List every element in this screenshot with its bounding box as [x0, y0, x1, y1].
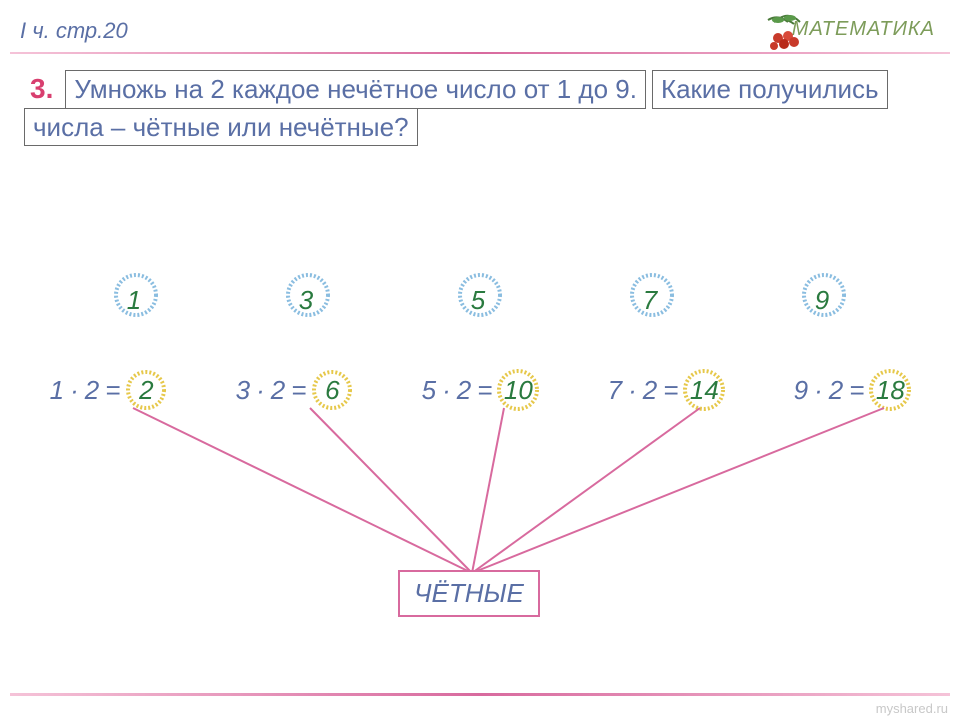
eq-operand-b: 2	[643, 375, 657, 406]
equation: 3 · 2 = 6	[236, 370, 353, 410]
subject-label: МАТЕМАТИКА	[792, 18, 935, 41]
eq-result: 14	[684, 370, 724, 410]
multiply-icon: ·	[628, 375, 637, 406]
odd-number-label: 7	[627, 277, 673, 323]
task-text-2: Какие получились	[652, 70, 888, 109]
equals-icon: =	[663, 375, 678, 406]
equation: 5 · 2 = 10	[422, 370, 539, 410]
eq-result-value: 10	[504, 375, 533, 406]
multiply-icon: ·	[256, 375, 265, 406]
odd-number: 9	[799, 270, 849, 371]
odd-number-label: 9	[799, 277, 845, 323]
eq-operand-a: 5	[422, 375, 436, 406]
eq-result-value: 14	[690, 375, 719, 406]
odd-number: 5	[455, 270, 505, 371]
rowan-berry-icon	[760, 12, 810, 52]
odd-number-label: 3	[283, 277, 329, 323]
eq-result: 2	[126, 370, 166, 410]
eq-operand-b: 2	[829, 375, 843, 406]
task-text-1: Умножь на 2 каждое нечётное число от 1 д…	[65, 70, 646, 109]
page-ref: I ч. стр.20	[20, 18, 128, 44]
odd-number: 7	[627, 270, 677, 371]
equation: 1 · 2 = 2	[50, 370, 167, 410]
multiply-icon: ·	[70, 375, 79, 406]
multiply-icon: ·	[442, 375, 451, 406]
eq-operand-a: 7	[608, 375, 622, 406]
eq-result-value: 2	[139, 375, 153, 406]
eq-operand-b: 2	[271, 375, 285, 406]
equation: 7 · 2 = 14	[608, 370, 725, 410]
multiply-icon: ·	[814, 375, 823, 406]
odd-number-label: 5	[455, 277, 501, 323]
equals-icon: =	[291, 375, 306, 406]
eq-operand-a: 1	[50, 375, 64, 406]
equals-icon: =	[477, 375, 492, 406]
eq-result: 6	[312, 370, 352, 410]
equals-icon: =	[105, 375, 120, 406]
top-divider	[10, 52, 950, 54]
odd-number-label: 1	[111, 277, 157, 323]
equation: 9 · 2 = 18	[794, 370, 911, 410]
eq-operand-a: 3	[236, 375, 250, 406]
odd-number: 1	[111, 270, 161, 371]
task-text-3: числа – чётные или нечётные?	[24, 108, 418, 146]
eq-operand-a: 9	[794, 375, 808, 406]
equals-icon: =	[849, 375, 864, 406]
odd-numbers-row: 1 3 5 7 9	[0, 270, 960, 371]
task-line-2: числа – чётные или нечётные?	[24, 112, 418, 143]
eq-operand-b: 2	[85, 375, 99, 406]
eq-result-value: 18	[876, 375, 905, 406]
equations-row: 1 · 2 = 2 3 · 2 = 6 5 · 2 = 10 7 · 2 =	[0, 370, 960, 410]
eq-operand-b: 2	[457, 375, 471, 406]
eq-result-value: 6	[325, 375, 339, 406]
task-number: 3.	[24, 70, 59, 109]
answer-label: ЧЁТНЫЕ	[414, 578, 524, 608]
odd-number: 3	[283, 270, 333, 371]
eq-result: 10	[498, 370, 538, 410]
answer-box: ЧЁТНЫЕ	[398, 570, 540, 617]
bottom-divider	[10, 693, 950, 696]
watermark: myshared.ru	[876, 701, 948, 716]
task-line-1: 3. Умножь на 2 каждое нечётное число от …	[24, 70, 888, 109]
eq-result: 18	[870, 370, 910, 410]
